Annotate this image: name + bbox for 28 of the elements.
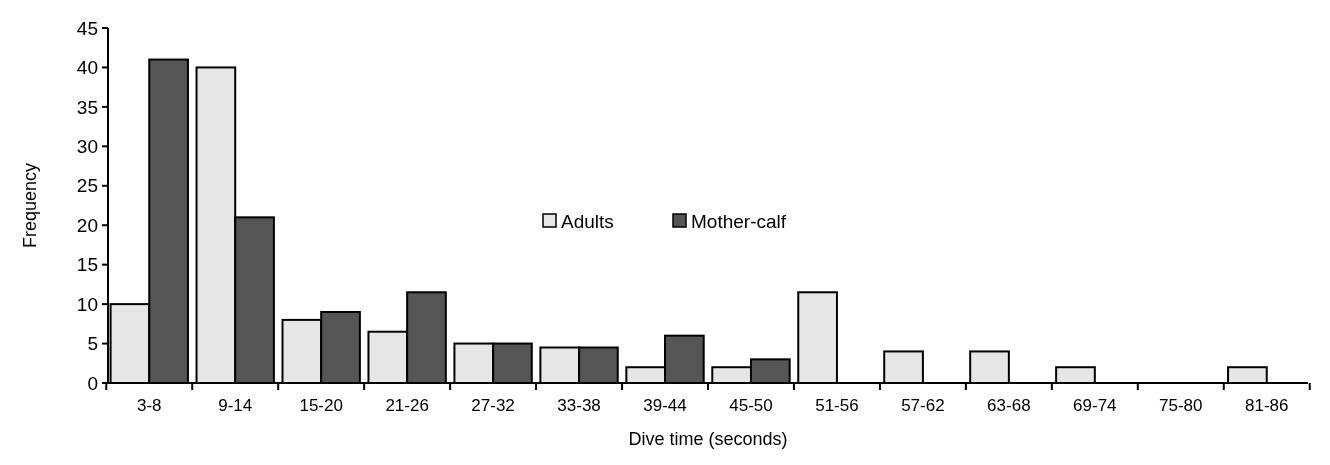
x-tick-label: 81-86 xyxy=(1245,396,1289,415)
x-tick-label: 3-8 xyxy=(136,396,162,415)
x-tick-label: 51-56 xyxy=(815,396,859,415)
y-tick-label: 10 xyxy=(76,293,98,315)
x-tick-label: 39-44 xyxy=(643,396,687,415)
y-tick-label: 25 xyxy=(76,175,98,197)
x-tick-label: 45-50 xyxy=(729,396,773,415)
x-tick-label: 21-26 xyxy=(385,396,429,415)
x-tick-label: 9-14 xyxy=(218,396,253,415)
y-tick-label: 45 xyxy=(76,17,98,39)
x-tick-label: 33-38 xyxy=(557,396,601,415)
x-tick-label: 69-74 xyxy=(1073,396,1117,415)
y-tick-label: 40 xyxy=(76,57,98,79)
y-tick-label: 15 xyxy=(76,254,98,276)
y-tick-label: 30 xyxy=(76,135,98,157)
x-tick-label: 63-68 xyxy=(987,396,1031,415)
x-tick-label: 75-80 xyxy=(1159,396,1203,415)
x-tick-label: 27-32 xyxy=(471,396,515,415)
legend-label: Adults xyxy=(561,210,614,232)
y-tick-label: 35 xyxy=(76,96,98,118)
y-tick-label: 20 xyxy=(76,214,98,236)
legend-label: Mother-calf xyxy=(691,210,787,232)
y-axis-title: Frequency xyxy=(20,162,40,249)
x-tick-label: 15-20 xyxy=(299,396,343,415)
y-tick-label: 5 xyxy=(87,333,98,355)
x-axis-title: Dive time (seconds) xyxy=(628,429,788,449)
y-tick-label: 0 xyxy=(87,372,98,394)
x-tick-label: 57-62 xyxy=(901,396,945,415)
